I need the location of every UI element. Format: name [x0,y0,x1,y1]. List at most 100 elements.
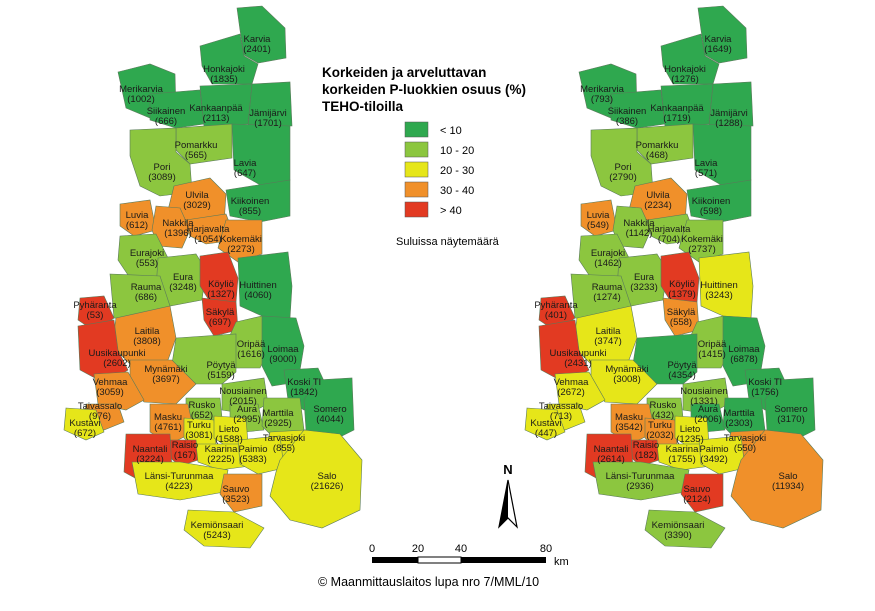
left-region-uusikaupunki [77,319,129,385]
right-count-kokemaki: (2737) [688,244,715,255]
right-count-turku: (2032) [646,430,673,441]
legend-label-4: 30 - 40 [440,185,474,197]
right-count-rusko: (432) [652,410,674,421]
left-count-harjavalta: (1054) [194,234,221,245]
left-count-somero: (4044) [316,414,343,425]
left-label-luvia: Luvia [126,210,149,221]
left-label-lavia: Lavia [234,158,257,169]
left-count-poytya: (5159) [207,370,234,381]
right-label-loimaa: Loimaa [728,344,760,355]
right-count-aura: (2006) [694,414,721,425]
right-count-rauma: (1274) [593,292,620,303]
left-label-rusko: Rusko [189,400,216,411]
left-count-kankaanpaa: (2113) [203,113,230,124]
right-count-kankaanpaa: (1719) [663,113,690,124]
scale-tick-80: 80 [540,543,552,555]
left-label-masku: Masku [154,412,182,423]
left-label-kaarina: Kaarina [205,444,238,455]
left-count-marttila: (2925) [264,418,291,429]
scale-segment-1 [372,557,418,563]
left-label-eura: Eura [173,272,194,283]
scale-segment-2 [417,556,462,564]
right-count-koylio: (1379) [668,289,695,300]
right-count-jamijarvi: (1288) [715,118,742,129]
right-count-raisio: (182) [635,450,657,461]
legend-label-1: < 10 [440,125,462,137]
legend-label-5: > 40 [440,205,462,217]
left-count-lansi-turunmaa: (4223) [165,481,192,492]
right-count-oripaa: (1415) [698,349,725,360]
right-count-sakyla: (558) [670,317,692,328]
right-label-masku: Masku [615,412,643,423]
scale-tick-20: 20 [412,543,424,555]
right-label-oripaa: Oripää [698,339,727,350]
legend-swatch-3 [404,161,429,178]
left-count-siikainen: (666) [155,116,177,127]
left-label-poytya: Pöytyä [206,360,236,371]
right-label-sauvo: Sauvo [684,484,711,495]
left-label-lansi-turunmaa: Länsi-Turunmaa [145,471,215,482]
right-label-nousiainen: Nousiainen [680,386,728,397]
right-region-luvia [580,199,618,237]
left-count-taivassalo: (976) [89,411,111,422]
left-count-vehmaa: (3059) [96,387,123,398]
right-count-lansi-turunmaa: (2936) [626,481,653,492]
left-count-raisio: (167) [174,450,196,461]
left-label-kankaanpaa: Kankaanpää [189,103,243,114]
left-count-tarvasjoki: (855) [273,443,295,454]
left-count-mynamaki: (3697) [152,374,179,385]
left-label-honkajoki: Honkajoki [203,64,245,75]
right-label-kankaanpaa: Kankaanpää [650,103,704,114]
left-label-merikarvia: Merikarvia [119,84,164,95]
right-count-masku: (3542) [615,422,642,433]
right-label-pori: Pori [615,162,632,173]
right-label-kaarina: Kaarina [666,444,699,455]
right-label-harjavalta: Harjavalta [648,224,691,235]
left-count-sakyla: (697) [209,317,231,328]
right-count-kiikoinen: (598) [700,206,722,217]
left-region-kiikoinen [225,179,291,223]
right-region-honkajoki [660,33,720,85]
right-count-loimaa: (6878) [730,354,757,365]
left-region-jamijarvi [247,81,293,127]
right-label-nakkila: Nakkila [623,218,655,229]
legend-label-3: 20 - 30 [440,165,474,177]
title-line-1: Korkeiden ja arveluttavan [322,65,486,80]
right-count-laitila: (3747) [594,336,621,347]
left-label-somero: Somero [313,404,346,415]
right-count-kaarina: (1755) [668,454,695,465]
legend-swatch-2 [404,141,429,158]
right-count-somero: (3170) [777,414,804,425]
right-count-eura: (3233) [630,282,657,293]
left-count-salo: (21626) [311,481,344,492]
left-label-pyharanta: Pyhäranta [73,300,117,311]
left-region-luvia [119,199,157,237]
left-region-salo [269,429,363,529]
left-region-kustavi [63,407,105,441]
scale-unit: km [554,556,569,568]
right-label-pomarkku: Pomarkku [636,140,679,151]
right-label-pyharanta: Pyhäranta [534,300,578,311]
right-count-luvia: (549) [587,220,609,231]
left-count-kustavi: (672) [74,428,96,439]
right-label-kiikoinen: Kiikoinen [692,196,731,207]
north-arrow-icon: N [498,462,518,529]
right-count-honkajoki: (1276) [671,74,698,85]
left-count-merikarvia: (1002) [127,94,154,105]
right-label-paimio: Paimio [699,444,728,455]
right-count-salo: (11934) [772,481,804,492]
left-count-huittinen: (4060) [244,290,271,301]
right-label-lieto: Lieto [680,424,701,435]
scale-tick-40: 40 [455,543,467,555]
right-region-kiikoinen [686,179,752,223]
right-label-merikarvia: Merikarvia [580,84,625,95]
left-label-marttila: Marttila [262,408,294,419]
right-label-honkajoki: Honkajoki [664,64,706,75]
left-count-honkajoki: (1835) [210,74,237,85]
right-label-kustavi: Kustavi [530,418,561,429]
right-count-pori: (2790) [609,172,636,183]
left-count-uusikaupunki: (2602) [103,358,130,369]
left-count-sauvo: (3523) [222,494,249,505]
left-label-tarvasjoki: Tarvasjoki [263,433,305,444]
right-count-koski-tl: (1756) [751,387,778,398]
